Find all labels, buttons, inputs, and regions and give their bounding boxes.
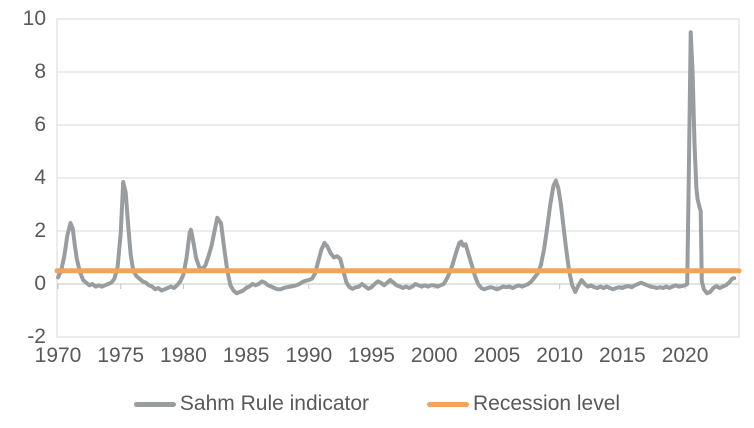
- plot-border: [56, 18, 740, 338]
- x-axis-tick-label: 2010: [536, 344, 584, 367]
- legend-item-sahm-rule-indicator: Sahm Rule indicator: [133, 392, 369, 416]
- x-axis-tick-label: 1975: [97, 344, 145, 367]
- sahm-rule-line-swatch-icon: [133, 401, 176, 407]
- plot-area: [54, 18, 742, 338]
- y-axis-tick-label: 0: [34, 272, 46, 295]
- y-axis-tick-label: 2: [34, 219, 46, 242]
- y-axis-tick-label: -2: [27, 325, 46, 348]
- legend: Sahm Rule indicator Recession level: [0, 392, 754, 416]
- legend-label: Sahm Rule indicator: [179, 392, 369, 415]
- x-axis-tick-label: 2000: [410, 344, 458, 367]
- x-axis-tick-label: 2015: [599, 344, 646, 367]
- x-axis-tick-label: 1980: [160, 344, 207, 367]
- y-axis-tick-label: 4: [34, 166, 46, 189]
- x-axis-tick-label: 2020: [661, 344, 709, 367]
- series-line-0: [56, 30, 737, 296]
- legend-label: Recession level: [473, 392, 621, 415]
- y-axis-tick-label: 6: [34, 113, 46, 136]
- x-axis-tick-label: 1985: [222, 344, 270, 367]
- x-axis-tick-label: 1990: [285, 344, 333, 367]
- legend-item-recession-level: Recession level: [427, 392, 620, 416]
- y-axis-tick-label: 8: [34, 60, 46, 83]
- x-axis-tick-label: 2005: [473, 344, 521, 367]
- y-axis-tick-label: 10: [22, 7, 46, 30]
- x-axis-tick-label: 1970: [34, 344, 82, 367]
- x-axis-tick-label: 1995: [348, 344, 395, 367]
- recession-level-line-swatch-icon: [427, 401, 469, 407]
